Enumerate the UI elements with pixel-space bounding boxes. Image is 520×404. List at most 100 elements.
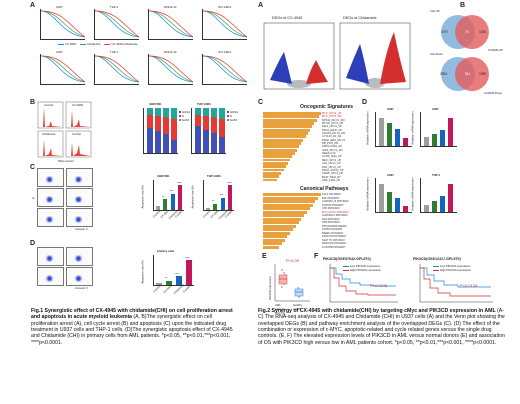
viability-plot-title: THP-1 <box>110 5 119 9</box>
pathway-label: E2F PATHWAY <box>322 196 340 200</box>
boxplot-pvalue: P<0.05 <box>286 258 299 263</box>
signature-label: NFE2L2.V2 <box>322 152 336 156</box>
viability-plot <box>40 54 86 85</box>
km-svg <box>329 264 493 303</box>
legend-label: Chidamide <box>87 42 101 46</box>
legend-swatch <box>80 43 87 45</box>
expression-axis <box>420 178 457 213</box>
venn-up-right: 1030 <box>479 30 487 34</box>
signature-bar <box>263 141 302 145</box>
viability-series-line <box>94 55 140 83</box>
viability-plot <box>148 54 194 85</box>
legend-swatch-high <box>343 269 349 271</box>
boxplot-xlabel-aml: AML patients (n=173) <box>275 303 285 315</box>
panel-label-b: B <box>30 99 36 106</box>
figure-1-caption-body: (A, B)The synergistic effect on cell pro… <box>31 314 233 346</box>
expression-bar <box>424 204 429 212</box>
signature-label: BCAT_BILD_ET <box>322 175 341 179</box>
cellcycle-bar-segment <box>219 108 225 120</box>
flow-plot-primary-control <box>37 247 64 266</box>
cellcycle-row-label: Chidamide <box>42 132 56 136</box>
legend-label: CX-4945+Chidamide <box>111 42 138 46</box>
panel-label-d: D <box>30 240 36 247</box>
venn-svg <box>441 15 489 91</box>
apoptosis-axis: Control ** CX-4945 *** Chidamide **** Combo <box>152 180 184 220</box>
apoptosis-bar <box>170 193 175 210</box>
viability-curves <box>148 55 194 83</box>
legend-swatch-low <box>433 265 439 267</box>
boxplot-xlabel-healthy: healthy (n=70) <box>293 303 303 311</box>
signature-bar <box>263 138 304 142</box>
viability-plot-title: U937 <box>56 50 63 54</box>
viability-plot-title: OCI-AML3 <box>218 5 232 9</box>
flow-plot-primary-combo <box>66 267 93 286</box>
expression-ylabel: Relative mRNA expression <box>410 177 415 211</box>
cellcycle-xlabel: DNA content <box>58 159 74 163</box>
expression-bar <box>440 196 445 212</box>
panel-label-a: A <box>30 2 36 9</box>
venn-down-label: CHI-Down <box>430 52 443 56</box>
signature-label: IL15_UP.V1_UP <box>322 162 341 166</box>
viability-series-line <box>148 55 194 83</box>
cellcycle-axis <box>191 108 226 154</box>
venn-down-left: 2594 <box>440 72 448 76</box>
apoptosis-bar <box>166 280 172 285</box>
cellcycle-row-label: CX-4945 <box>72 103 84 107</box>
expression-axis <box>375 112 412 147</box>
signature-label: MEK_UP.V1_UP <box>322 158 342 162</box>
expression-chart-title: U937 <box>387 173 394 177</box>
legend-row: G2/M <box>179 118 190 122</box>
cellcycle-bar-segment <box>163 134 169 153</box>
signature-bar <box>263 121 315 125</box>
venn-down-side: CX4945-Down <box>484 91 503 95</box>
panel-label-2a: A <box>258 2 264 9</box>
legend-row: S <box>179 114 190 118</box>
pathway-label: AURORA_B PATHWAY <box>322 200 350 203</box>
signature-label: HOXA9_DN.V1_DN <box>322 132 346 136</box>
legend-swatch-low <box>343 265 349 267</box>
expression-bar <box>379 183 384 212</box>
pathway-label: FOXM1 PATHWAY <box>322 203 344 207</box>
pathway-bar <box>263 228 293 231</box>
apoptosis-category: Control <box>152 284 162 294</box>
flow-plot-chidamide <box>37 188 64 207</box>
figure-2-caption: Fig.2 Synergy of CX-4945 with chidamide(… <box>258 308 508 346</box>
expression-chart-title: THP-1 <box>432 173 441 177</box>
legend-label: G0/G1 <box>230 110 239 114</box>
cellcycle-bar-segment <box>203 108 209 117</box>
viability-series-line <box>202 10 248 38</box>
signature-bar <box>263 131 308 135</box>
cellcycle-bar-segment <box>203 116 209 130</box>
viability-series-line <box>40 10 86 38</box>
apoptosis-axis: Control ** CX-4945 *** Chidamide **** Combo <box>202 180 234 220</box>
cellcycle-bar-segment <box>163 117 169 135</box>
pathway-label: NFAT TF PATHWAY <box>322 238 346 242</box>
legend-swatch <box>227 119 229 122</box>
expression-bar <box>448 117 453 146</box>
signature-label: MYC_UP.V1_UP <box>322 112 342 115</box>
flow-xlabel: Annexin V <box>75 227 88 231</box>
cellcycle-bar-segment <box>219 119 225 138</box>
viability-curves <box>148 10 194 38</box>
venn-down-right: 1095 <box>479 72 487 76</box>
pathway-bar <box>263 214 305 217</box>
cellcycle-bar-segment <box>155 115 161 131</box>
volcano-plots <box>262 22 412 92</box>
cellcycle-bar-segment <box>171 108 177 120</box>
pathway-label: FOXOPB PATHWAY <box>322 245 346 249</box>
venn-up-side: CX4945-UP <box>488 48 503 52</box>
cellcycle-chart-title: U937/48h <box>149 102 162 106</box>
cellcycle-row-label: Combo <box>72 132 82 136</box>
viability-curves <box>40 10 86 38</box>
legend-row: G0/G1 <box>227 110 238 114</box>
oncogenic-labels: MYC_UP.V1_UP MYC_UP.V1_DN RPS14_DN.V1_DN MT… <box>322 112 360 185</box>
cellcycle-bar-segment <box>195 114 201 126</box>
cellcycle-row-label: Control <box>44 103 54 107</box>
legend-label: G0/G1 <box>182 110 191 114</box>
pathway-label: AURORA A PATHWAY <box>322 214 348 217</box>
cellcycle-bar-segment <box>147 128 153 153</box>
expression-bar <box>448 183 453 212</box>
boxplot <box>274 264 310 302</box>
signature-label: CSR_LATE_UP <box>322 178 341 182</box>
venn-down-mid: 811 <box>465 72 471 76</box>
